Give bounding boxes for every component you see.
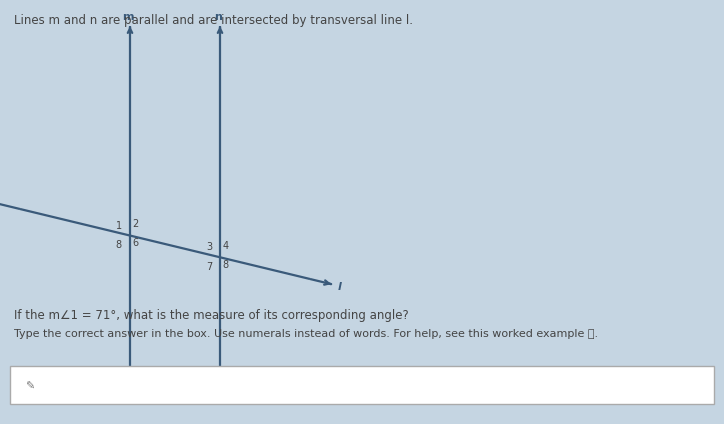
Text: 7: 7 [206,262,212,272]
Text: m: m [122,12,134,22]
Text: Type the correct answer in the box. Use numerals instead of words. For help, see: Type the correct answer in the box. Use … [14,329,598,339]
Text: If the m∠1 = 71°, what is the measure of its corresponding angle?: If the m∠1 = 71°, what is the measure of… [14,309,409,322]
Text: Lines m and n are parallel and are intersected by transversal line l.: Lines m and n are parallel and are inter… [14,14,413,27]
Text: l: l [337,282,341,292]
Text: 1: 1 [116,221,122,231]
Bar [10,366,714,404]
Text: n: n [214,12,222,22]
Text: 2: 2 [132,219,139,229]
Text: 8: 8 [116,240,122,250]
Text: 3: 3 [206,243,212,252]
Text: 6: 6 [132,238,138,248]
Text: 8: 8 [222,259,229,270]
Text: ✎: ✎ [25,382,34,392]
Text: 4: 4 [222,241,229,251]
